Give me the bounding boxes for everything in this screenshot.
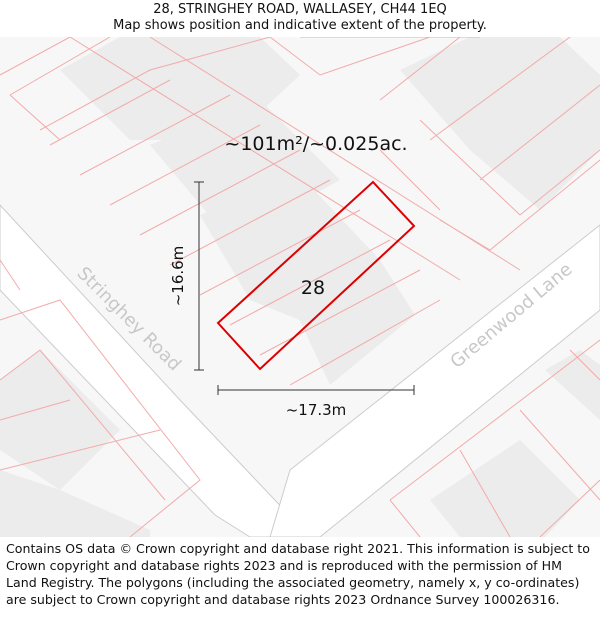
parcel-line (9, 94, 61, 141)
parcel-line (389, 339, 600, 501)
parcel-line (269, 37, 431, 76)
parcel-boundaries (0, 37, 600, 537)
buildings (0, 37, 600, 537)
map-subtitle: Map shows position and indicative extent… (113, 18, 487, 33)
building (400, 37, 600, 210)
parcel-line (429, 37, 571, 141)
parcel-line (479, 84, 600, 181)
parcel-line (569, 349, 600, 381)
parcel-line (199, 209, 361, 296)
building (430, 440, 580, 537)
parcel-line (69, 37, 461, 281)
parcel-line (39, 37, 271, 131)
parcel-line (389, 499, 421, 537)
height-label: ~16.6m (169, 246, 187, 307)
parcel-line (39, 349, 166, 501)
property-boundary[interactable] (216, 180, 416, 371)
area-label: ~101m²/~0.025ac. (224, 133, 407, 155)
parcel-line (109, 124, 261, 206)
parcel-line (229, 239, 391, 326)
parcel-line (9, 37, 111, 96)
parcel-line (0, 399, 71, 421)
property-map[interactable]: Stringhey Road Greenwood Lane 28 ~101m²/… (0, 37, 600, 537)
height-dimension (194, 181, 204, 371)
width-label: ~17.3m (286, 401, 347, 419)
parcel-line (289, 299, 441, 386)
parcel-line (0, 349, 41, 381)
parcel-line (0, 259, 21, 291)
building (0, 350, 120, 490)
parcel-line (79, 94, 231, 176)
parcel-line (539, 479, 600, 537)
attribution-text: Contains OS data © Crown copyright and d… (6, 541, 590, 607)
building (0, 470, 150, 537)
map-canvas: Stringhey Road Greenwood Lane 28 ~101m²/… (0, 37, 600, 537)
building (545, 350, 600, 420)
greenwood-lane-surface (269, 224, 600, 537)
parcel-line (0, 429, 161, 471)
plot-number: 28 (301, 277, 325, 299)
parcel-line (419, 119, 600, 216)
parcel-line (519, 409, 600, 501)
roads (0, 204, 600, 537)
parcel-line (169, 179, 331, 266)
parcel-line (259, 269, 421, 356)
parcel-line (379, 149, 441, 211)
building (290, 260, 415, 385)
map-header: 28, STRINGHEY ROAD, WALLASEY, CH44 1EQ M… (0, 0, 600, 38)
stringhey-road-surface (0, 204, 311, 537)
parcel-line (0, 299, 201, 537)
parcel-line (459, 449, 511, 537)
parcel-line (379, 37, 461, 101)
parcel-line (49, 79, 171, 146)
parcel-line (0, 37, 71, 76)
width-dimension (217, 385, 415, 395)
parcel-line (439, 159, 600, 251)
property-address-title: 28, STRINGHEY ROAD, WALLASEY, CH44 1EQ (153, 2, 447, 17)
